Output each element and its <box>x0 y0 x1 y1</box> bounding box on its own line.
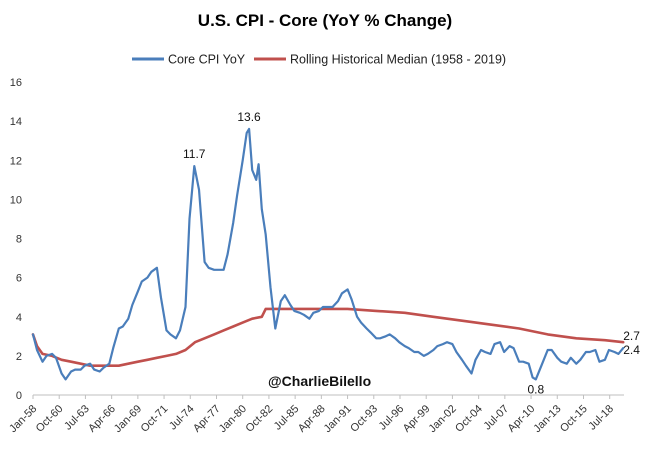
series-line-median <box>31 307 625 367</box>
y-tick-label: 4 <box>16 312 22 324</box>
x-tick-label: Oct-82 <box>243 403 275 435</box>
x-tick-label: Apr-88 <box>296 403 328 435</box>
x-tick-label: Apr-10 <box>506 403 538 435</box>
data-label: 13.6 <box>237 110 261 124</box>
y-axis: 0 2 4 6 8 10 12 14 16 <box>10 77 22 402</box>
watermark: @CharlieBilello <box>268 373 371 389</box>
legend-label-core-cpi: Core CPI YoY <box>168 53 246 67</box>
x-tick-label: Apr-66 <box>86 403 118 435</box>
y-tick-label: 16 <box>10 77 22 89</box>
x-tick-label: Jan-91 <box>322 403 354 435</box>
data-label: 2.4 <box>623 343 640 357</box>
chart-title: U.S. CPI - Core (YoY % Change) <box>198 11 452 30</box>
series-line-core-cpi <box>31 127 625 381</box>
legend-label-median: Rolling Historical Median (1958 - 2019) <box>290 53 506 67</box>
y-tick-label: 6 <box>16 273 22 285</box>
y-tick-label: 0 <box>16 390 22 402</box>
legend: Core CPI YoY Rolling Historical Median (… <box>132 53 506 67</box>
y-tick-label: 8 <box>16 234 22 246</box>
y-tick-label: 14 <box>10 116 22 128</box>
x-tick-label: Oct-93 <box>348 403 380 435</box>
y-tick-label: 10 <box>10 194 22 206</box>
x-tick-label: Jul-18 <box>586 403 616 433</box>
data-label: 11.7 <box>183 147 206 161</box>
y-tick-label: 12 <box>10 155 22 167</box>
y-tick-label: 2 <box>16 351 22 363</box>
x-tick-label: Oct-60 <box>34 403 66 435</box>
x-tick-label: Jan-69 <box>112 403 144 435</box>
x-tick-label: Apr-77 <box>191 403 223 435</box>
plot-area <box>31 127 625 381</box>
data-label: 0.8 <box>527 382 544 396</box>
x-tick-label: Oct-71 <box>139 403 171 435</box>
x-tick-label: Jan-02 <box>427 403 459 435</box>
x-tick-label: Jan-58 <box>7 403 39 435</box>
data-label: 2.7 <box>623 329 640 343</box>
x-tick-label: Jan-80 <box>217 403 249 435</box>
x-tick-label: Apr-99 <box>401 403 433 435</box>
x-tick-label: Oct-04 <box>453 403 485 435</box>
x-tick-label: Oct-15 <box>558 403 590 435</box>
annotations: 11.7 13.6 0.8 2.72.4 <box>183 110 640 396</box>
x-axis: Jan-58Oct-60Jul-63Apr-66Jan-69Oct-71Jul-… <box>7 395 616 435</box>
x-tick-label: Jan-13 <box>531 403 563 435</box>
